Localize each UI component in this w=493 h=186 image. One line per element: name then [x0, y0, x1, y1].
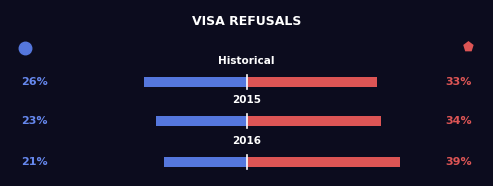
Text: 23%: 23% — [21, 116, 48, 126]
FancyBboxPatch shape — [164, 157, 246, 167]
FancyBboxPatch shape — [246, 116, 381, 126]
Text: Historical: Historical — [218, 56, 275, 66]
Text: 21%: 21% — [21, 157, 48, 167]
FancyBboxPatch shape — [144, 77, 246, 87]
Text: VISA REFUSALS: VISA REFUSALS — [192, 15, 301, 28]
Text: 2016: 2016 — [232, 136, 261, 146]
Text: ⬟: ⬟ — [463, 42, 474, 55]
Text: 2015: 2015 — [232, 95, 261, 105]
Text: 33%: 33% — [445, 77, 472, 87]
Text: 39%: 39% — [445, 157, 472, 167]
FancyBboxPatch shape — [246, 77, 377, 87]
FancyBboxPatch shape — [156, 116, 246, 126]
Text: 26%: 26% — [21, 77, 48, 87]
FancyBboxPatch shape — [246, 157, 400, 167]
Text: 34%: 34% — [445, 116, 472, 126]
